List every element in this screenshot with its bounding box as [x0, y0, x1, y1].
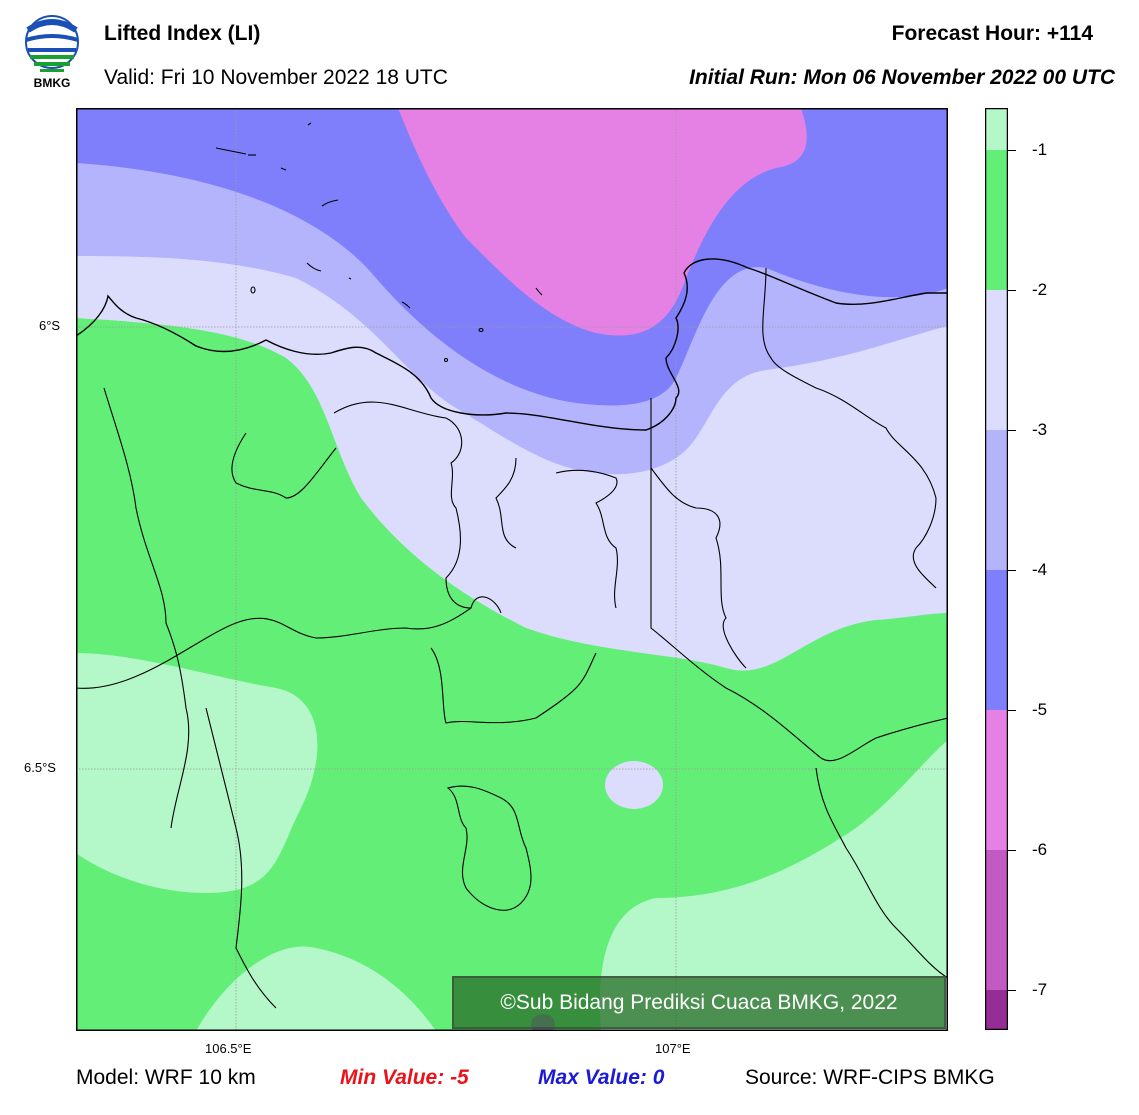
- colorbar-tick-mark: [1008, 990, 1016, 991]
- colorbar-tick-label: -7: [1032, 980, 1048, 999]
- islands: [215, 122, 543, 363]
- logo-text: BMKG: [33, 76, 71, 90]
- colorbar-tick-mark: [1008, 570, 1016, 571]
- source-label: Source: WRF-CIPS BMKG: [745, 1066, 995, 1089]
- max-value: Max Value: 0: [538, 1066, 665, 1089]
- map-title: Lifted Index (LI): [104, 22, 261, 45]
- li-band-pale-lavender-patch: [605, 761, 663, 809]
- colorbar-tick-label: -5: [1032, 700, 1048, 719]
- li-band-light-green-south: [196, 946, 436, 1031]
- lat-label-6s: 6°S: [39, 318, 61, 333]
- colorbar-tick-label: -4: [1032, 560, 1048, 579]
- li-band-light-green-west: [76, 653, 318, 893]
- lat-label-6-5s: 6.5°S: [24, 760, 56, 775]
- lon-label-106-5e: 106.5°E: [205, 1041, 252, 1056]
- colorbar-segment: [985, 150, 1008, 290]
- colorbar-tick-mark: [1008, 150, 1016, 151]
- li-band-magenta: [398, 108, 807, 336]
- forecast-hour: Forecast Hour: +114: [891, 22, 1093, 45]
- colorbar-tick-mark: [1008, 430, 1016, 431]
- colorbar-tick-mark: [1008, 290, 1016, 291]
- colorbar-tick-label: -1: [1032, 140, 1048, 159]
- colorbar-segment: [985, 990, 1008, 1030]
- colorbar-tick-mark: [1008, 710, 1016, 711]
- colorbar-segment: [985, 710, 1008, 850]
- colorbar-segment: [985, 290, 1008, 430]
- copyright-watermark: ©Sub Bidang Prediksi Cuaca BMKG, 2022: [452, 976, 946, 1029]
- colorbar-segment: [985, 108, 1008, 150]
- admin-boundaries: [76, 267, 948, 1009]
- bmkg-logo-icon: [20, 12, 84, 92]
- coastline: [76, 258, 948, 431]
- colorbar: [984, 107, 1009, 1031]
- map-frame: [75, 107, 949, 1032]
- valid-time: Valid: Fri 10 November 2022 18 UTC: [104, 66, 448, 89]
- model-label: Model: WRF 10 km: [76, 1066, 256, 1089]
- colorbar-segment: [985, 570, 1008, 710]
- initial-run: Initial Run: Mon 06 November 2022 00 UTC: [689, 66, 1115, 89]
- colorbar-tick-mark: [1008, 850, 1016, 851]
- colorbar-segment: [985, 850, 1008, 990]
- colorbar-tick-label: -3: [1032, 420, 1048, 439]
- colorbar-tick-label: -2: [1032, 280, 1048, 299]
- lifted-index-map: [75, 107, 949, 1032]
- lon-label-107e: 107°E: [655, 1041, 691, 1056]
- li-band-light-green-east: [599, 740, 948, 1031]
- colorbar-tick-label: -6: [1032, 840, 1048, 859]
- min-value: Min Value: -5: [340, 1066, 469, 1089]
- colorbar-segment: [985, 430, 1008, 570]
